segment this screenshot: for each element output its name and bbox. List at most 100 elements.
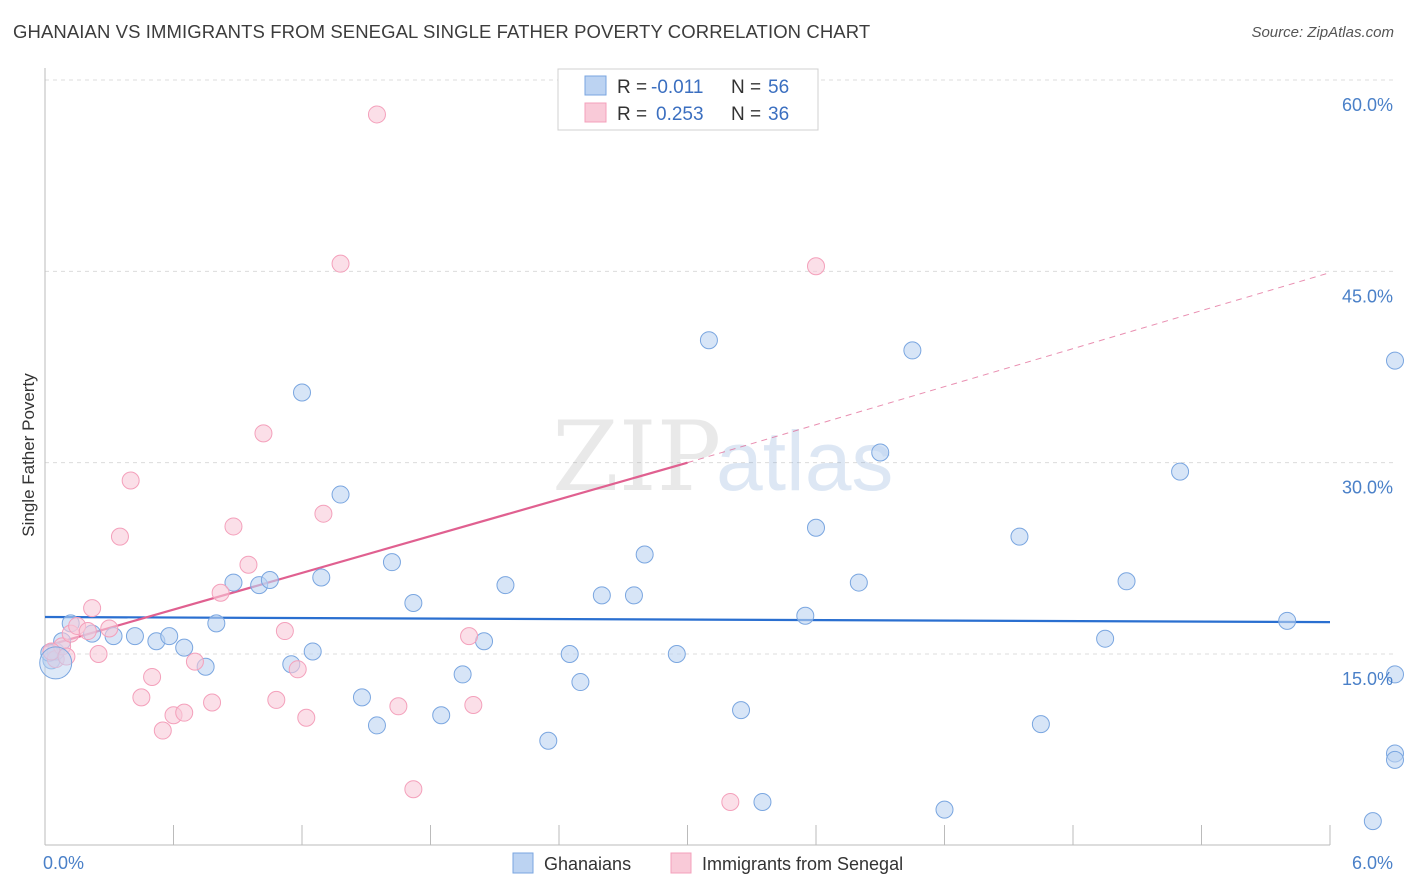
ghanaians-point xyxy=(571,673,590,692)
ghanaians-point xyxy=(1386,351,1404,370)
legend-swatch-bottom-senegal xyxy=(670,852,692,874)
ghanaians-point xyxy=(753,792,772,811)
ghanaians-point xyxy=(1386,665,1404,684)
senegal-point xyxy=(331,254,350,273)
y-tick-label: 30.0% xyxy=(1342,478,1393,498)
senegal-point xyxy=(185,652,204,671)
senegal-point xyxy=(224,517,243,536)
ghanaians-point xyxy=(1096,629,1115,648)
ghanaians-point xyxy=(175,638,194,657)
senegal-point xyxy=(211,583,230,602)
ghanaians-point xyxy=(796,606,815,625)
ghanaians-point xyxy=(260,571,279,590)
x-tick-label-max: 6.0% xyxy=(1352,853,1393,873)
senegal-trend-line-extension xyxy=(687,272,1331,464)
ghanaians-point xyxy=(699,331,718,350)
ghanaians-point xyxy=(303,642,322,661)
trend-lines xyxy=(44,272,1331,648)
ghanaians-point xyxy=(367,716,386,735)
senegal-point xyxy=(132,688,151,707)
ghanaians-point xyxy=(807,518,825,537)
ghanaians-point xyxy=(207,614,226,633)
legend-n-value-2: 36 xyxy=(768,104,789,125)
senegal-point xyxy=(175,703,194,722)
senegal-point xyxy=(807,257,825,276)
ghanaians-point xyxy=(560,645,579,663)
ghanaians-point xyxy=(1386,750,1404,769)
legend-r-value-2: 0.253 xyxy=(656,104,704,125)
x-tick-label-min: 0.0% xyxy=(43,853,84,873)
senegal-point xyxy=(89,645,108,663)
senegal-point xyxy=(367,105,386,124)
senegal-point xyxy=(254,424,273,443)
legend-swatch-senegal xyxy=(584,102,607,123)
ghanaians-point xyxy=(352,688,371,707)
ghanaians-point xyxy=(1117,572,1136,591)
legend-label-senegal: Immigrants from Senegal xyxy=(702,854,903,874)
watermark-atlas: atlas xyxy=(716,414,893,508)
senegal-point xyxy=(460,627,479,646)
watermark: ZIP atlas xyxy=(552,401,893,513)
ghanaians-point xyxy=(624,586,643,605)
senegal-point xyxy=(203,693,222,712)
ghanaians-point xyxy=(1010,527,1029,546)
legend-swatch-bottom-ghanaians xyxy=(512,852,534,874)
ghanaians-point xyxy=(849,573,868,592)
ghanaians-point xyxy=(293,383,311,402)
senegal-point xyxy=(404,780,423,799)
ghanaians-point xyxy=(453,665,472,684)
senegal-point xyxy=(288,660,307,679)
ghanaians-point xyxy=(312,568,331,587)
legend-n-label-2: N = xyxy=(731,104,761,125)
y-tick-label: 45.0% xyxy=(1342,286,1393,306)
senegal-point xyxy=(464,696,483,715)
ghanaians-point xyxy=(732,701,751,720)
ghanaians-point xyxy=(475,632,494,651)
ghanaians-point xyxy=(331,485,350,504)
senegal-trend-line xyxy=(44,461,688,648)
senegal-point xyxy=(83,599,102,618)
senegal-point xyxy=(121,471,140,490)
ghanaians-point xyxy=(125,627,144,646)
ghanaians-point xyxy=(935,800,954,819)
legend-n-value-1: 56 xyxy=(768,77,789,98)
series-legend: Ghanaians Immigrants from Senegal xyxy=(512,852,903,874)
ghanaians-point xyxy=(160,627,179,646)
y-tick-label: 60.0% xyxy=(1342,95,1393,115)
senegal-point xyxy=(239,555,258,574)
senegal-point xyxy=(314,504,333,523)
senegal-point xyxy=(275,622,294,641)
legend-r-label-1: R = xyxy=(617,77,647,98)
senegal-point xyxy=(153,721,172,740)
senegal-point xyxy=(100,619,119,638)
ghanaians-point xyxy=(592,586,611,605)
legend-swatch-ghanaians xyxy=(584,75,607,96)
ghanaians-point xyxy=(1171,462,1190,481)
ghanaians-point xyxy=(903,341,922,360)
senegal-point xyxy=(143,667,162,686)
y-tick-label: 15.0% xyxy=(1342,669,1393,689)
ghanaians-point xyxy=(496,576,515,595)
ghanaians-point xyxy=(224,573,243,592)
legend-n-label-1: N = xyxy=(731,77,761,98)
y-axis-label: Single Father Poverty xyxy=(19,373,38,537)
senegal-point xyxy=(78,622,97,641)
axes xyxy=(44,68,1331,846)
stats-legend: R = -0.011 N = 56 R = 0.253 N = 36 xyxy=(557,68,819,131)
ghanaians-point xyxy=(871,443,890,462)
ghanaians-point xyxy=(1363,812,1382,831)
legend-label-ghanaians: Ghanaians xyxy=(544,854,631,874)
ghanaians-point xyxy=(539,731,558,750)
ghanaians-point xyxy=(404,593,423,612)
data-points xyxy=(39,105,1404,831)
ghanaians-point xyxy=(667,645,686,663)
chart-title: GHANAIAN VS IMMIGRANTS FROM SENEGAL SING… xyxy=(13,21,871,42)
chart-source: Source: ZipAtlas.com xyxy=(1251,24,1394,41)
ghanaians-cluster-point xyxy=(39,646,73,680)
senegal-point xyxy=(721,792,740,811)
ghanaians-trend-line xyxy=(44,615,1331,624)
y-tick-labels: 15.0% 30.0% 45.0% 60.0% xyxy=(1342,95,1393,689)
ghanaians-point xyxy=(1031,715,1050,734)
watermark-zip: ZIP xyxy=(552,401,721,513)
